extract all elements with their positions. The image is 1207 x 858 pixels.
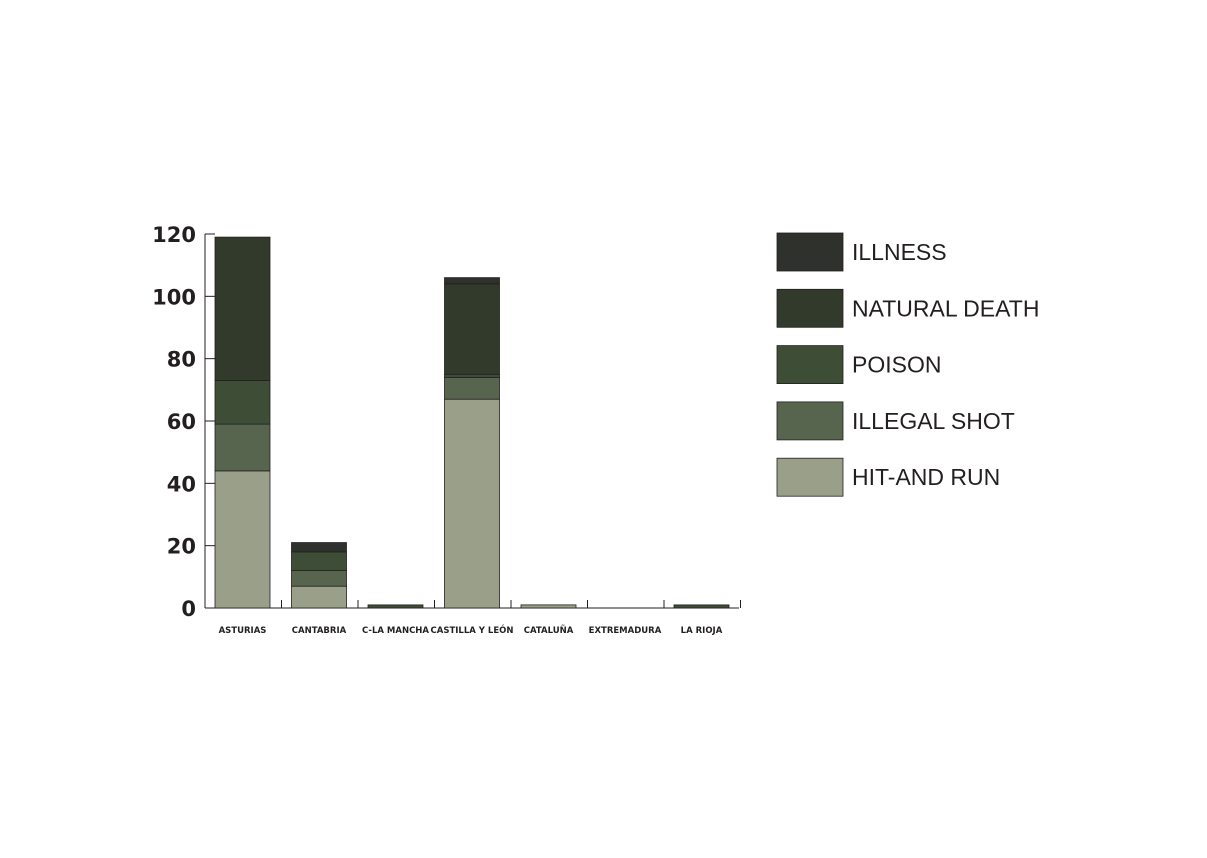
bar-segment bbox=[291, 585, 347, 609]
bar-segment bbox=[291, 542, 347, 553]
legend-label: POISON bbox=[852, 352, 941, 378]
bar-segment bbox=[214, 380, 271, 425]
bar-segment bbox=[214, 470, 271, 609]
bar-segment bbox=[367, 604, 424, 609]
y-tick-label: 60 bbox=[167, 410, 196, 434]
bar-segment bbox=[444, 283, 500, 375]
legend-swatch bbox=[776, 457, 844, 497]
legend-swatch bbox=[776, 345, 844, 385]
y-tick-label: 0 bbox=[181, 597, 196, 621]
plot-area: 0 20 40 60 80 100 120 ASTURIAS CANTABRIA C-LA MAN… bbox=[152, 223, 741, 636]
legend-swatch bbox=[776, 232, 844, 272]
y-tick-label: 100 bbox=[152, 285, 196, 309]
x-tick-label: C-LA MANCHA bbox=[362, 626, 429, 636]
bar-segment bbox=[444, 376, 500, 400]
bar-segment bbox=[520, 604, 577, 609]
bar-segment bbox=[673, 604, 730, 609]
y-tick-label: 120 bbox=[152, 223, 196, 247]
legend-label: NATURAL DEATH bbox=[852, 295, 1039, 321]
x-tick-label: EXTREMADURA bbox=[589, 626, 662, 636]
legend-swatch bbox=[776, 288, 844, 328]
y-tick-label: 40 bbox=[167, 472, 196, 496]
legend-swatch bbox=[776, 401, 844, 441]
legend-label: ILLNESS bbox=[852, 239, 947, 265]
bar-segment bbox=[444, 398, 500, 609]
legend-label: HIT-AND RUN bbox=[852, 464, 1000, 490]
y-tick-label: 20 bbox=[167, 535, 196, 559]
bar-segment bbox=[291, 551, 347, 572]
x-tick-label: CASTILLA Y LEÓN bbox=[431, 624, 514, 636]
bar-segment bbox=[214, 236, 271, 381]
x-tick-label: ASTURIAS bbox=[219, 626, 267, 636]
bar-segment bbox=[291, 570, 347, 587]
x-tick-label: LA RIOJA bbox=[681, 626, 723, 636]
y-tick-label: 80 bbox=[167, 348, 196, 372]
bar-segment bbox=[444, 277, 500, 285]
legend: ILLNESS NATURAL DEATH POISON ILLEGAL SHOT HI… bbox=[776, 232, 1039, 497]
bar-segment bbox=[214, 423, 271, 472]
bar-segment bbox=[444, 373, 500, 378]
x-tick-label: CATALUÑA bbox=[524, 625, 574, 636]
legend-label: ILLEGAL SHOT bbox=[852, 408, 1015, 434]
x-tick-label: CANTABRIA bbox=[292, 626, 347, 636]
